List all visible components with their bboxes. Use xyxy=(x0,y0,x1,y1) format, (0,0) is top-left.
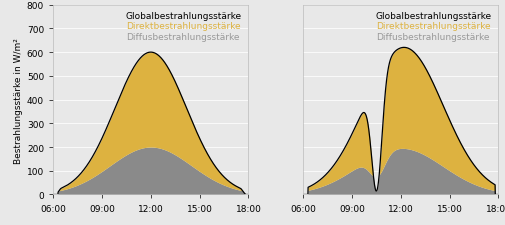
Legend: Globalbestrahlungsstärke, Direktbestrahlungsstärke, Diffusbestrahlungsstärke: Globalbestrahlungsstärke, Direktbestrahl… xyxy=(124,10,243,43)
Legend: Globalbestrahlungsstärke, Direktbestrahlungsstärke, Diffusbestrahlungsstärke: Globalbestrahlungsstärke, Direktbestrahl… xyxy=(373,10,493,43)
Y-axis label: Bestrahlungsstärke in W/m²: Bestrahlungsstärke in W/m² xyxy=(14,38,23,163)
